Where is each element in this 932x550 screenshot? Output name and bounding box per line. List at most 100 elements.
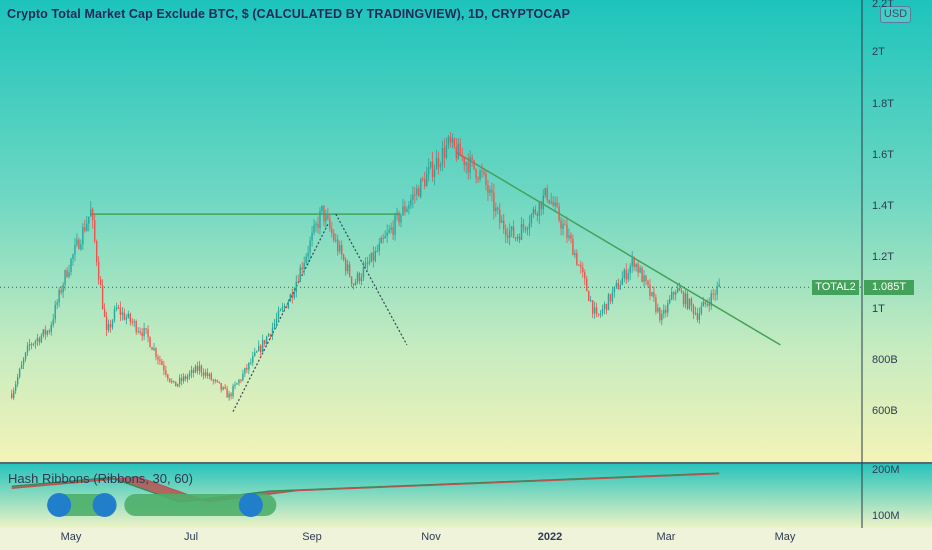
indicator-y-tick-label: 200M [872,464,900,476]
candle-body [682,292,685,305]
candle-body [190,369,193,374]
candle-body [617,283,620,290]
candle-body [694,312,697,314]
candle-body [137,331,139,333]
candle-body [238,379,240,384]
candle-body [333,233,335,241]
y-tick-label: 2T [872,46,885,58]
candle-body [572,238,574,256]
candle-body [578,264,580,266]
candle-body [443,147,446,158]
currency-button[interactable]: USD [880,6,911,23]
candle-body [38,338,41,343]
candle-body [299,267,301,283]
candle-body [680,290,683,293]
candle-body [97,261,100,280]
candle-body [536,213,539,217]
candle-body [404,206,406,212]
candle-body [552,201,554,206]
dotted-trendline [232,224,329,412]
candle-body [471,156,473,160]
candle-body [86,223,88,231]
candle-body [157,356,159,360]
candle-body [155,348,157,357]
candle-body [42,329,45,336]
candle-body [342,254,345,260]
candle-body [641,267,643,282]
candle-body [24,352,27,360]
candle-body [279,309,282,311]
candle-body [611,292,614,302]
candle-body [422,178,424,180]
candle-body [510,226,513,231]
candle-body [275,318,278,324]
candle-body [678,288,681,291]
candle-body [317,223,319,228]
candle-body [175,381,177,387]
candle-body [68,272,70,277]
candle-body [550,201,552,204]
candle-body [200,365,203,373]
candle-body [360,277,363,282]
candle-body [135,321,137,332]
candle-body [356,273,359,283]
candle-body [714,294,716,296]
candle-body [131,321,133,323]
candle-body [222,387,224,390]
candle-body [524,227,527,230]
buy-signal-dot [92,493,117,517]
candle-body [544,188,546,196]
candle-body [501,220,503,223]
candle-body [499,209,501,223]
candle-body [184,376,187,380]
candle-body [398,212,400,223]
candle-body [88,216,90,224]
candle-body [107,324,110,331]
candle-body [305,256,307,263]
candle-body [321,205,323,212]
candle-body [595,307,598,314]
candle-body [566,224,568,238]
candle-body [74,244,76,255]
candle-body [582,267,584,273]
candle-body [376,250,378,252]
candle-body [95,241,98,262]
descending-trendline [455,151,781,346]
candle-body [560,220,562,229]
candle-body [384,235,386,239]
candle-body [208,373,211,377]
y-tick-label: 1.4T [872,200,895,212]
indicator-title[interactable]: Hash Ribbons (Ribbons, 30, 60) [8,471,193,486]
candle-body [109,324,112,328]
candle-body [111,320,114,328]
candle-body [406,208,408,212]
candle-body [372,252,375,261]
candle-body [659,307,661,321]
candle-body [497,207,499,210]
candle-body [546,188,548,200]
x-tick-label: May [774,531,796,543]
candle-body [331,228,333,234]
candle-body [216,380,218,382]
candle-body [240,379,242,381]
candle-body [447,136,450,146]
candle-body [364,262,367,267]
candle-body [431,161,434,178]
candle-body [36,338,39,342]
candle-body [218,381,220,384]
candle-body [202,372,205,376]
candle-body [64,270,66,285]
candle-body [418,188,420,197]
y-tick-label: 1.8T [872,98,895,110]
candle-body [362,266,365,278]
candle-body [171,380,173,382]
candle-body [22,359,25,365]
candle-body [514,237,517,239]
x-tick-label: Mar [656,531,676,543]
candle-body [698,313,701,320]
candle-body [483,171,485,174]
candle-body [323,205,325,222]
candle-body [169,378,171,382]
candle-body [256,351,258,353]
